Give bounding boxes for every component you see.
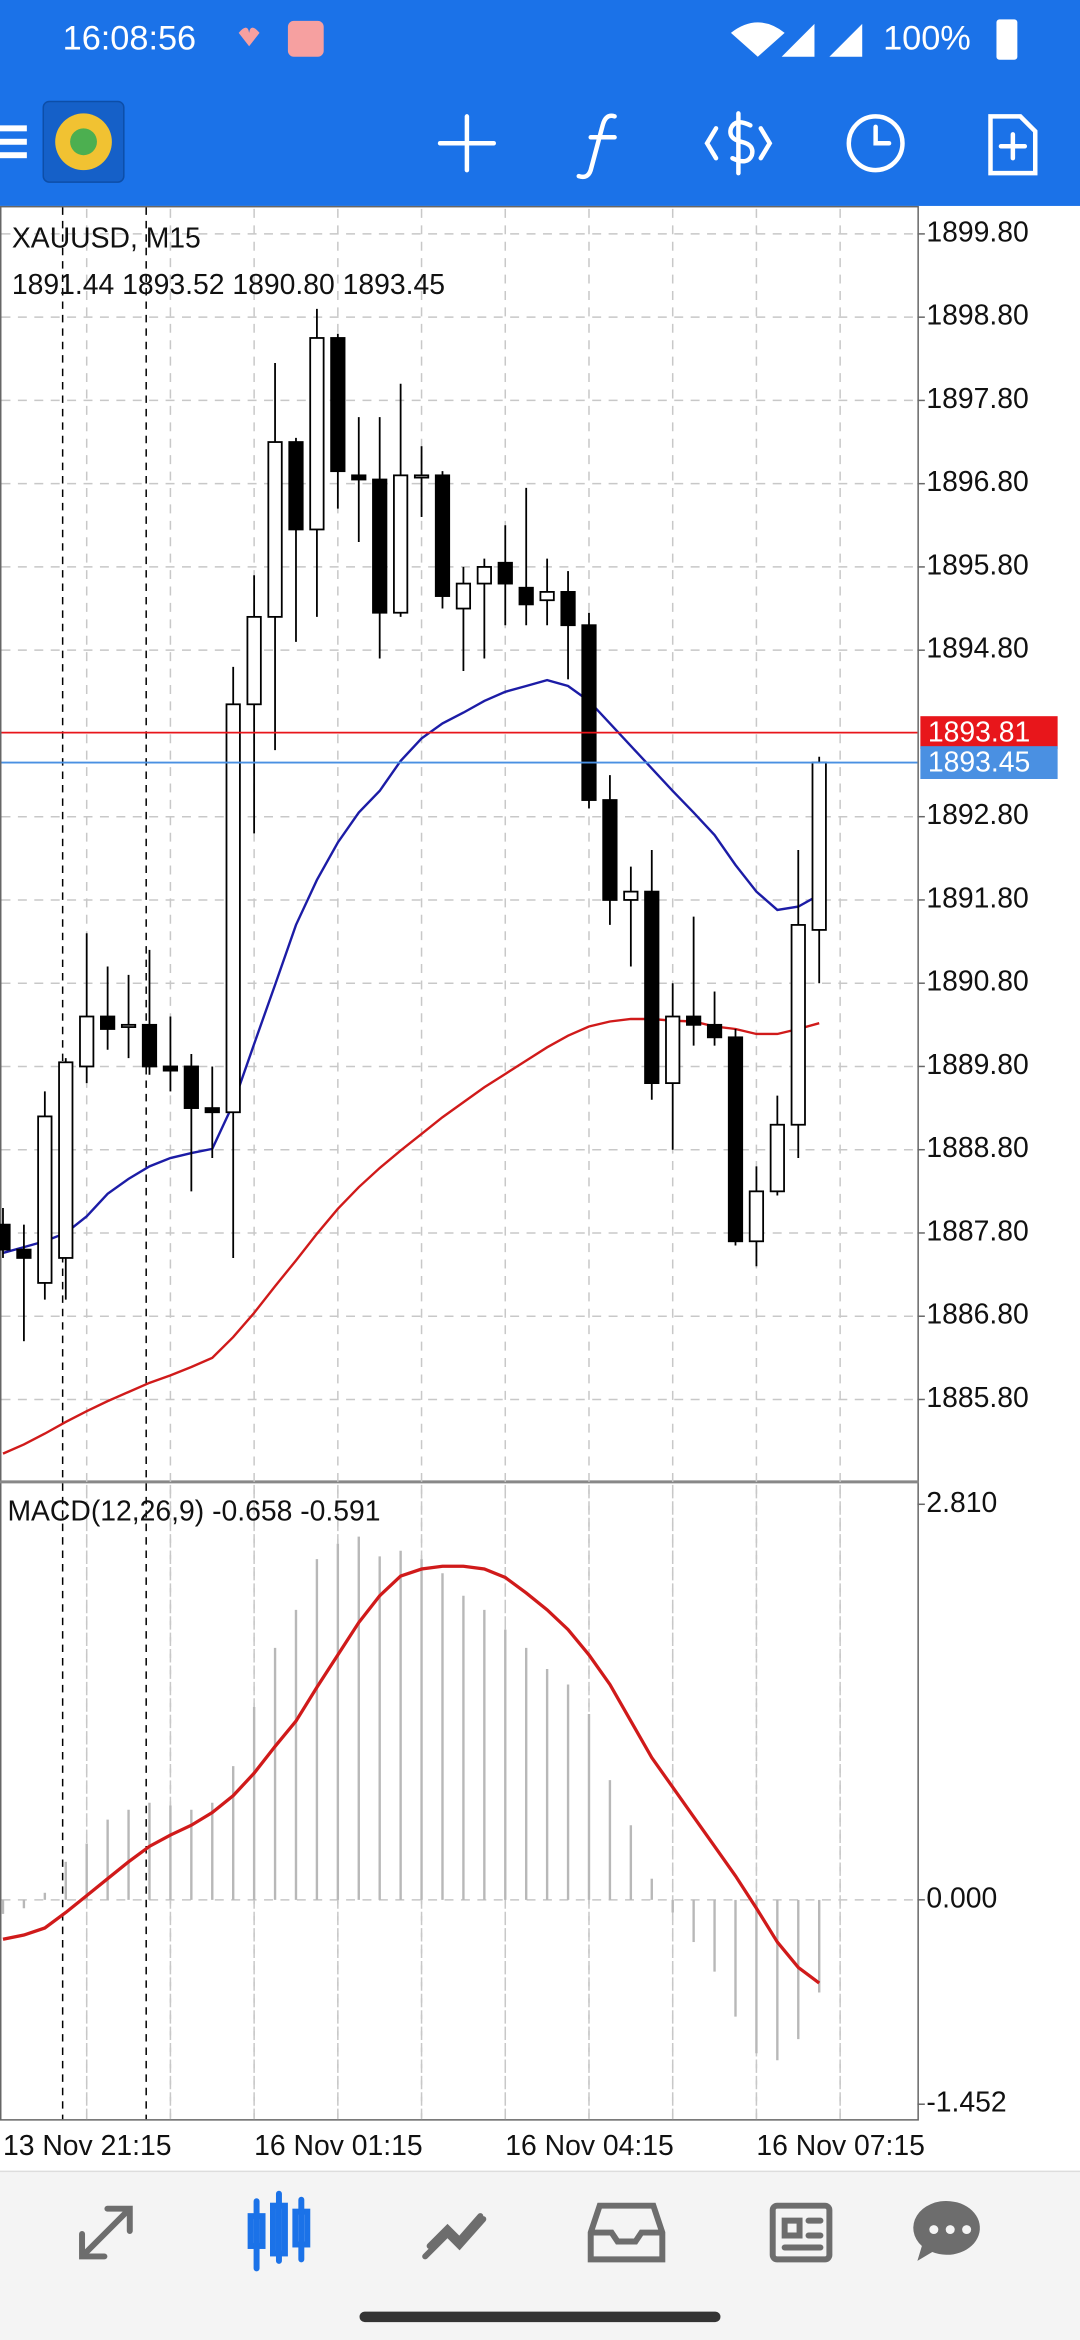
y-tick-label: 1899.80	[926, 216, 1028, 248]
app-bar	[0, 0, 1080, 206]
y-tick-label: 0.000	[926, 1882, 997, 1914]
template-button[interactable]	[988, 114, 1038, 176]
status-time: 16:08:56	[63, 19, 196, 57]
price-label-box	[920, 746, 1058, 779]
candle-body	[330, 337, 346, 473]
candle-body	[141, 1023, 158, 1068]
chart-tab[interactable]	[247, 2190, 311, 2272]
candle-body	[790, 924, 806, 1126]
macd-title: MACD(12,26,9) -0.658 -0.591	[7, 1496, 380, 1528]
ohlc-readout: 1891.44 1893.52 1890.80 1893.45	[12, 269, 445, 301]
candle-body	[162, 1065, 179, 1072]
candle-body	[267, 441, 283, 618]
app-logo[interactable]	[42, 100, 125, 183]
candle-body	[769, 1123, 785, 1193]
x-tick-label: 16 Nov 04:15	[505, 2130, 673, 2162]
candle-body	[100, 1015, 116, 1030]
candle-body	[581, 624, 597, 801]
x-tick-label: 16 Nov 07:15	[756, 2130, 924, 2162]
y-tick-label: 1891.80	[926, 882, 1028, 914]
y-tick-label: 1889.80	[926, 1049, 1028, 1081]
candle-body	[204, 1107, 220, 1114]
y-tick-label: 1895.80	[926, 549, 1028, 581]
x-tick-label: 13 Nov 21:15	[3, 2130, 171, 2162]
quotes-tab[interactable]	[79, 2205, 133, 2260]
y-tick-label: 2.810	[926, 1487, 997, 1519]
price-label: 1893.81	[928, 717, 1030, 749]
candle-body	[37, 1115, 53, 1284]
y-tick-label: 1894.80	[926, 633, 1028, 665]
signal-line	[2, 1564, 821, 1985]
moving-average	[2, 1017, 820, 1455]
candle-body	[644, 890, 660, 1085]
symbol-title: XAUUSD, M15	[12, 223, 201, 255]
chat-tab[interactable]	[913, 2200, 980, 2261]
candle-body	[727, 1036, 744, 1243]
candle-body	[246, 615, 262, 706]
period-button[interactable]	[846, 114, 905, 173]
price-label: 1893.45	[928, 747, 1030, 779]
candle-body	[476, 566, 492, 585]
candle-body	[602, 799, 618, 901]
candle-body	[79, 1015, 95, 1068]
candle-body	[16, 1248, 32, 1259]
candle-body	[288, 441, 304, 531]
candle-body	[455, 582, 472, 610]
candle-body	[372, 478, 388, 614]
y-tick-label: 1892.80	[926, 799, 1028, 831]
y-tick-label: 1896.80	[926, 466, 1028, 498]
candle-body	[309, 337, 325, 531]
gesture-bar	[359, 2311, 721, 2323]
y-tick-label: 1887.80	[926, 1215, 1028, 1247]
indicators-button[interactable]	[576, 113, 617, 180]
candle-body	[665, 1015, 681, 1085]
candle-body	[706, 1023, 723, 1039]
price-label-box	[920, 716, 1058, 750]
x-tick-label: 16 Nov 01:15	[254, 2130, 422, 2162]
y-tick-label: 1886.80	[926, 1299, 1028, 1331]
candle-body	[686, 1015, 702, 1026]
plot: 1899.80 1898.80 1897.80 1896.80 1895.80 1894.…	[0, 208, 1058, 2162]
history-tab[interactable]	[587, 2202, 666, 2263]
candle-body	[560, 591, 576, 627]
y-tick-label: 1897.80	[926, 383, 1028, 415]
candle-body	[413, 474, 430, 479]
candle-body	[120, 1023, 137, 1028]
candle-body	[225, 703, 241, 1114]
candle-body	[539, 591, 555, 602]
y-tick-label: 1888.80	[926, 1132, 1028, 1164]
candle-body	[183, 1065, 199, 1109]
candle-body	[351, 474, 367, 481]
y-tick-label: -1.452	[926, 2087, 1006, 2119]
y-tick-label: 1898.80	[926, 300, 1028, 332]
y-tick-label: 1890.80	[926, 966, 1028, 998]
candle-body	[434, 474, 451, 597]
candle-body	[58, 1061, 74, 1259]
chart-frame	[0, 205, 919, 2121]
status-battery: 100%	[883, 19, 971, 57]
news-tab[interactable]	[769, 2202, 833, 2263]
candle-body	[0, 1223, 11, 1251]
candle-body	[623, 890, 639, 901]
menu-button[interactable]	[0, 125, 27, 159]
candle-body	[497, 561, 513, 585]
candle-body	[393, 474, 409, 614]
crosshair-button[interactable]	[437, 114, 496, 173]
trade-tab[interactable]	[422, 2213, 487, 2260]
candle-body	[811, 761, 827, 931]
moving-average	[2, 678, 820, 1255]
candle-body	[748, 1190, 765, 1243]
trade-button[interactable]	[704, 111, 773, 176]
y-tick-label: 1885.80	[926, 1382, 1028, 1414]
candle-body	[518, 586, 534, 606]
